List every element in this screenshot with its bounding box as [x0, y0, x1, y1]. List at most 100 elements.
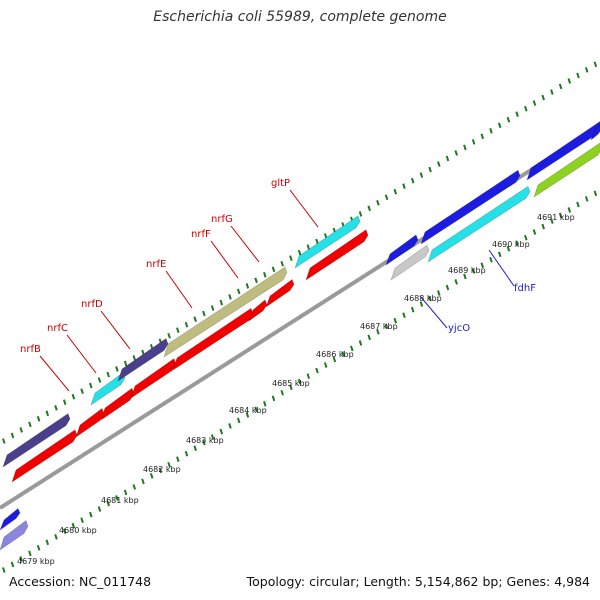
tick-mark: [228, 294, 232, 300]
tick-mark: [489, 127, 493, 134]
tick-mark: [123, 489, 128, 496]
kbp-label: 4688 kbp: [404, 294, 442, 303]
outer-tick-row: [2, 61, 598, 444]
gene-bar-green: [533, 142, 600, 198]
tick-mark: [410, 177, 415, 184]
tick-mark: [515, 111, 519, 117]
gene-label-gltp: gltP: [271, 178, 290, 189]
inner-tick-row: [2, 190, 598, 573]
tick-mark: [463, 144, 467, 151]
kbp-label: 4690 kbp: [492, 240, 530, 249]
gene-bar-red: [11, 429, 78, 483]
tick-mark: [584, 67, 589, 73]
tick-mark: [445, 284, 450, 291]
tick-mark: [106, 500, 110, 507]
tick-mark: [419, 301, 424, 307]
tick-mark: [10, 432, 15, 439]
tick-mark: [71, 393, 76, 400]
label-leader-line: [165, 270, 193, 309]
tick-mark: [367, 205, 371, 212]
gene-label-nrfd: nrfD: [81, 299, 103, 310]
tick-mark: [550, 218, 554, 224]
tick-mark: [2, 567, 6, 573]
gene-bar-blue: [420, 169, 521, 245]
tick-mark: [254, 277, 258, 284]
tick-mark: [332, 356, 337, 363]
tick-mark: [428, 295, 432, 302]
tick-mark: [393, 317, 398, 324]
tick-mark: [245, 283, 250, 289]
tick-mark: [358, 211, 363, 217]
label-leader-line: [66, 334, 97, 374]
tick-mark: [228, 423, 232, 429]
tick-mark: [97, 377, 102, 383]
label-leader-lines: [39, 189, 515, 392]
tick-mark: [384, 194, 389, 201]
gene-bar-cyan: [427, 185, 531, 263]
tick-mark: [193, 316, 197, 322]
tick-mark: [219, 299, 224, 306]
tick-mark: [219, 428, 224, 435]
tick-mark: [80, 517, 84, 523]
label-leader-line: [100, 310, 131, 350]
tick-mark: [532, 229, 537, 235]
label-leader-line: [39, 355, 70, 392]
tick-mark: [271, 395, 276, 402]
tick-mark: [384, 323, 389, 330]
label-leader-line: [230, 225, 260, 263]
tick-mark: [123, 360, 128, 367]
tick-mark: [297, 378, 302, 385]
tick-mark: [132, 355, 137, 361]
tick-mark: [506, 116, 511, 123]
tick-mark: [437, 290, 441, 296]
gene-bar-cyan: [294, 215, 361, 269]
map-title: Escherichia coli 55989, complete genome: [153, 9, 447, 25]
tick-mark: [376, 200, 380, 206]
kbp-label: 4689 kbp: [448, 266, 486, 275]
tick-mark: [350, 345, 354, 352]
gene-bar-blue: [590, 123, 600, 141]
tick-mark: [236, 417, 241, 424]
tick-mark: [36, 545, 41, 551]
tick-mark: [254, 406, 258, 413]
gene-bar-red: [265, 278, 295, 308]
tick-mark: [550, 89, 554, 95]
gene-label-fdhf: fdhF: [514, 283, 536, 294]
tick-mark: [393, 188, 398, 195]
tick-mark: [115, 366, 119, 372]
tick-mark: [558, 83, 563, 90]
kbp-label: 4686 kbp: [316, 350, 354, 359]
tick-mark: [80, 388, 84, 394]
tick-mark: [62, 528, 67, 535]
label-leader-line: [419, 295, 448, 329]
tick-mark: [541, 223, 545, 230]
tick-mark: [497, 122, 502, 129]
gene-label-nrfe: nrfE: [146, 259, 166, 270]
tick-mark: [402, 312, 406, 318]
tick-mark: [193, 445, 197, 451]
tick-mark: [567, 78, 572, 84]
gene-label-yjco: yjcO: [448, 323, 470, 334]
tick-mark: [36, 416, 41, 422]
tick-mark: [54, 533, 58, 540]
tick-mark: [184, 450, 189, 457]
tick-mark: [480, 133, 485, 140]
gene-label-nrff: nrfF: [191, 229, 211, 240]
gene-bar-gray: [390, 244, 430, 281]
tick-mark: [297, 249, 302, 256]
topology-summary: Topology: circular; Length: 5,154,862 bp…: [246, 574, 590, 589]
tick-mark: [428, 166, 432, 173]
kbp-label: 4679 kbp: [17, 557, 55, 566]
tick-mark: [54, 404, 58, 411]
tick-mark: [28, 421, 32, 428]
feature-track: [0, 121, 600, 551]
gene-label-nrfg: nrfG: [211, 214, 233, 225]
tick-mark: [271, 266, 276, 273]
tick-mark: [315, 238, 319, 245]
kbp-labels: 4679 kbp 4680 kbp 4681 kbp 4682 kbp 4683…: [17, 213, 575, 566]
tick-mark: [358, 340, 363, 346]
accession-text: Accession: NC_011748: [9, 574, 152, 589]
tick-mark: [45, 539, 50, 546]
tick-mark: [341, 351, 345, 357]
tick-mark: [280, 260, 284, 267]
